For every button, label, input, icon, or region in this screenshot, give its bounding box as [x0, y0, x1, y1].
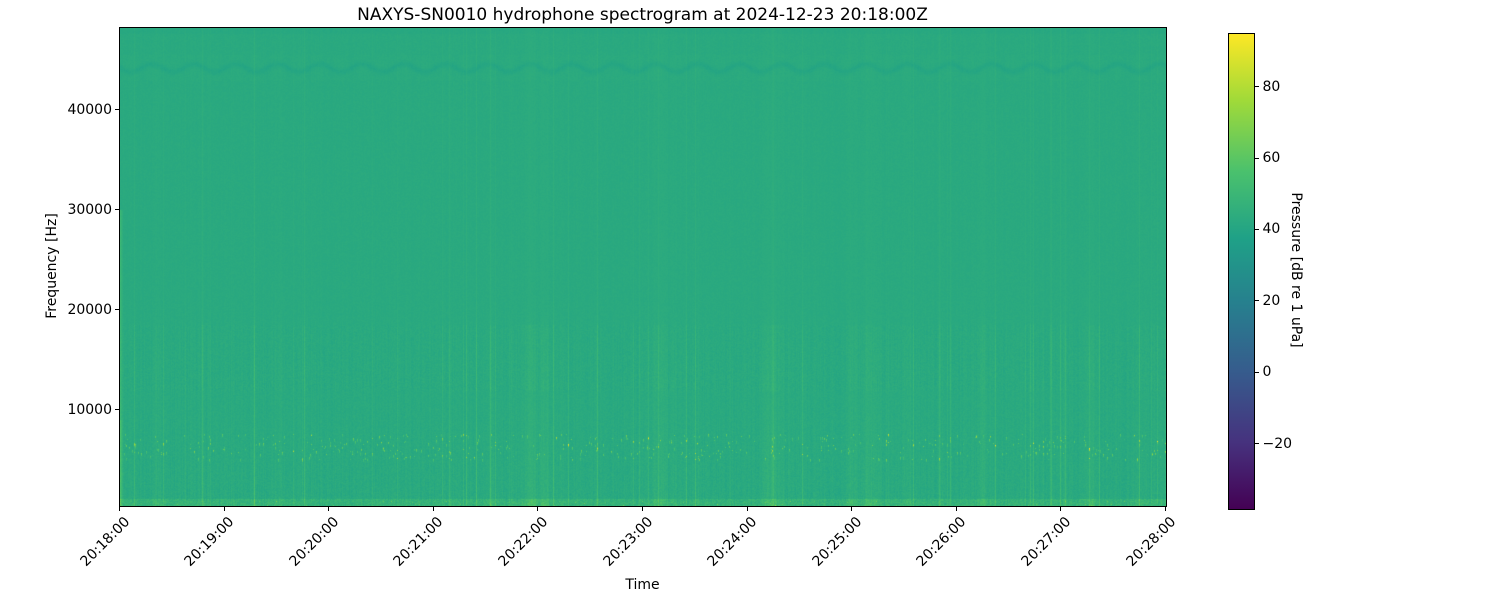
colorbar-label: Pressure [dB re 1 uPa]	[1288, 192, 1304, 348]
x-tick-mark	[1165, 506, 1166, 511]
x-tick-mark	[328, 506, 330, 511]
colorbar	[1228, 33, 1255, 510]
plot-area	[119, 27, 1167, 507]
colorbar-tick-mark	[1254, 86, 1259, 88]
x-tick-mark	[537, 506, 539, 511]
colorbar-tick-mark	[1254, 157, 1259, 159]
colorbar-tick-label: −20	[1262, 435, 1293, 452]
x-tick-mark	[642, 506, 643, 511]
y-tick-label: 40000	[67, 101, 112, 118]
x-tick-label: 20:18:00	[77, 513, 133, 570]
y-tick-mark	[114, 209, 119, 211]
y-tick-label: 20000	[67, 301, 112, 318]
colorbar-tick-label: 0	[1262, 364, 1272, 381]
y-axis-label: Frequency [Hz]	[44, 213, 60, 319]
y-tick-mark	[114, 109, 119, 111]
colorbar-tick-label: 20	[1262, 292, 1281, 309]
spectrogram-image	[120, 28, 1166, 506]
x-tick-mark	[119, 506, 120, 511]
chart-title: NAXYS-SN0010 hydrophone spectrogram at 2…	[357, 5, 928, 25]
x-tick-mark	[746, 506, 748, 511]
x-tick-mark	[432, 506, 434, 511]
x-tick-mark	[851, 506, 853, 511]
colorbar-tick-label: 80	[1262, 78, 1281, 95]
x-tick-mark	[955, 506, 957, 511]
y-tick-mark	[114, 409, 119, 411]
y-tick-label: 30000	[67, 201, 112, 218]
x-axis-label: Time	[625, 577, 660, 593]
y-tick-mark	[114, 309, 119, 311]
x-tick-mark	[1060, 506, 1062, 511]
colorbar-tick-label: 60	[1262, 150, 1281, 166]
colorbar-tick-mark	[1254, 443, 1259, 445]
colorbar-tick-mark	[1254, 300, 1259, 302]
colorbar-tick-mark	[1254, 371, 1259, 373]
colorbar-tick-label: 40	[1262, 221, 1281, 238]
colorbar-tick-mark	[1254, 228, 1259, 230]
x-tick-mark	[223, 506, 225, 511]
y-tick-label: 10000	[67, 401, 112, 418]
